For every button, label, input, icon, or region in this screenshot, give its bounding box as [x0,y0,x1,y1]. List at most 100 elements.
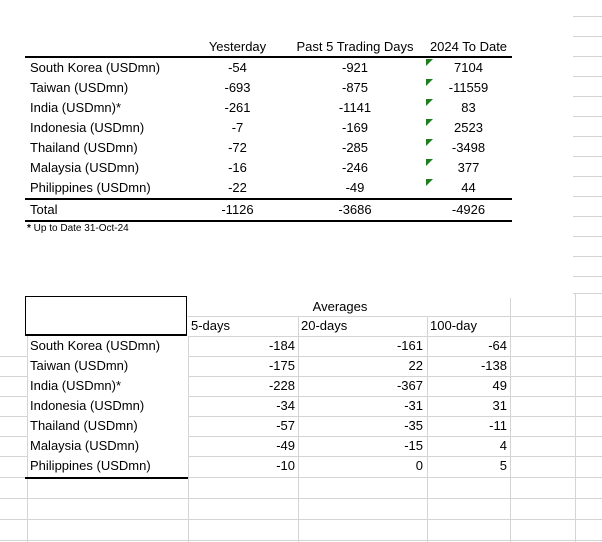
row-label[interactable]: India (USDmn)* [30,100,122,115]
cell-past5[interactable]: -921 [341,60,369,75]
gridline [573,196,602,197]
cell-ytd[interactable]: 7104 [454,60,483,75]
row-label[interactable]: Malaysia (USDmn) [30,438,140,453]
row-label[interactable]: Taiwan (USDmn) [30,358,129,373]
row-label[interactable]: Indonesia (USDmn) [30,398,145,413]
col-header-yesterday[interactable]: Yesterday [208,39,267,54]
cell-yesterday[interactable]: -7 [231,120,244,135]
error-indicator-triangle-icon [426,119,433,126]
table-row: Indonesia (USDmn) -7 -169 2523 [25,118,512,138]
total-past5[interactable]: -3686 [338,202,372,217]
gridline [0,477,25,478]
cell-20days[interactable]: 22 [408,358,423,373]
cell-20days[interactable]: 0 [415,458,423,473]
row-label[interactable]: Thailand (USDmn) [30,418,138,433]
cell-ytd[interactable]: 377 [457,160,480,175]
row-label[interactable]: Thailand (USDmn) [30,140,138,155]
cell-ytd[interactable]: -3498 [451,140,486,155]
cell-100day[interactable]: -138 [480,358,507,373]
gridline [0,519,602,520]
cell-100day[interactable]: -64 [488,338,507,353]
cell-20days[interactable]: -15 [404,438,423,453]
cell-100day[interactable]: 5 [499,458,507,473]
cell-yesterday[interactable]: -54 [228,60,247,75]
col-header-2024todate[interactable]: 2024 To Date [429,39,508,54]
cell-yesterday[interactable]: -72 [228,140,247,155]
row-label[interactable]: Indonesia (USDmn) [30,120,145,135]
gridline [188,416,602,417]
cell-5days[interactable]: -184 [268,338,295,353]
gridline [573,156,602,157]
total-yesterday[interactable]: -1126 [221,202,254,217]
gridline [573,256,602,257]
cell-ytd[interactable]: -11559 [448,80,489,95]
gridline [0,376,27,377]
table-row: South Korea (USDmn) -54 -921 7104 [25,58,512,78]
cell-past5[interactable]: -875 [341,80,369,95]
col-header-20days[interactable]: 20-days [301,318,348,333]
cell-past5[interactable]: -246 [341,160,369,175]
footnote-text: Up to Date 31-Oct-24 [30,223,129,234]
total-ytd[interactable]: -4926 [451,202,486,217]
cell-ytd[interactable]: 83 [461,100,476,115]
row-label[interactable]: Malaysia (USDmn) [30,160,140,175]
cell-yesterday[interactable]: -693 [224,80,251,95]
col-header-5days[interactable]: 5-days [191,318,231,333]
table-row: Thailand (USDmn) -72 -285 -3498 [25,138,512,158]
row-label[interactable]: South Korea (USDmn) [30,60,161,75]
cell-20days[interactable]: -35 [404,418,423,433]
cell-past5[interactable]: -169 [341,120,369,135]
cell-5days[interactable]: -34 [276,398,295,413]
row-label[interactable]: Philippines (USDmn) [30,180,151,195]
cell-5days[interactable]: -57 [276,418,295,433]
gridline [573,56,602,57]
table-row: Indonesia (USDmn) -34 -31 31 [25,396,510,416]
error-indicator-triangle-icon [426,59,433,66]
gridline [188,356,602,357]
cell-past5[interactable]: -49 [345,180,365,195]
table-row: Malaysia (USDmn) -16 -246 377 [25,158,512,178]
gridline [0,416,27,417]
cell-100day[interactable]: -11 [489,418,507,433]
gridline [298,316,299,542]
cell-20days[interactable]: -367 [396,378,423,393]
cell-5days[interactable]: -175 [268,358,295,373]
gridline [188,376,602,377]
cell-5days[interactable]: -10 [276,458,295,473]
cell-yesterday[interactable]: -16 [228,160,247,175]
cell-ytd[interactable]: 2523 [454,120,483,135]
cell-100day[interactable]: 31 [492,398,507,413]
cell-5days[interactable]: -49 [276,438,295,453]
cell-yesterday[interactable]: -261 [224,100,251,115]
cell-100day[interactable]: 4 [499,438,507,453]
cell-yesterday[interactable]: -22 [228,180,247,195]
empty-header-cell[interactable] [25,296,187,336]
cell-ytd[interactable]: 44 [461,180,476,195]
row-label[interactable]: Taiwan (USDmn) [30,80,129,95]
cell-100day[interactable]: 49 [492,378,507,393]
gridline [573,176,602,177]
gridline [0,540,602,541]
header-spacer [25,38,190,56]
total-label[interactable]: Total [30,202,58,217]
cell-5days[interactable]: -228 [268,378,295,393]
gridline [188,436,602,437]
gridline [27,296,28,542]
gridline [573,96,602,97]
gridline [573,293,602,294]
col-header-past5days[interactable]: Past 5 Trading Days [296,39,414,54]
gridline [188,396,602,397]
row-label[interactable]: Philippines (USDmn) [30,458,151,473]
cell-past5[interactable]: -285 [341,140,369,155]
cell-20days[interactable]: -161 [396,338,423,353]
gridline [510,298,511,542]
col-header-100day[interactable]: 100-day [430,318,477,333]
row-label[interactable]: India (USDmn)* [30,378,122,393]
gridline [0,356,27,357]
row-label[interactable]: South Korea (USDmn) [30,338,161,353]
cell-20days[interactable]: -31 [404,398,423,413]
cell-past5[interactable]: -1141 [338,100,372,115]
gridline [573,136,602,137]
table-row: Taiwan (USDmn) -693 -875 -11559 [25,78,512,98]
gridline [573,116,602,117]
